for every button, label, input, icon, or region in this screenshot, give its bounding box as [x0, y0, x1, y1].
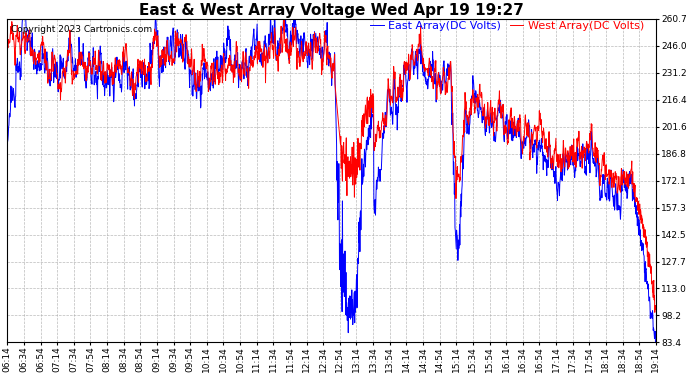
Line: West Array(DC Volts): West Array(DC Volts) [8, 19, 656, 312]
East Array(DC Volts) [19, 17, 27, 21]
East Array(DC Volts) [3, 136, 12, 141]
West Array(DC Volts) [651, 310, 659, 315]
West Array(DC Volts) [633, 196, 642, 201]
East Array(DC Volts) [633, 210, 641, 214]
East Array(DC Volts) [302, 42, 310, 47]
West Array(DC Volts) [279, 17, 288, 21]
West Array(DC Volts) [319, 60, 327, 64]
Line: East Array(DC Volts): East Array(DC Volts) [8, 19, 656, 342]
West Array(DC Volts) [651, 303, 660, 308]
East Array(DC Volts) [319, 59, 327, 64]
Title: East & West Array Voltage Wed Apr 19 19:27: East & West Array Voltage Wed Apr 19 19:… [139, 3, 524, 18]
West Array(DC Volts) [514, 118, 522, 123]
East Array(DC Volts) [633, 224, 642, 228]
West Array(DC Volts) [633, 199, 641, 204]
East Array(DC Volts) [651, 340, 660, 345]
West Array(DC Volts) [3, 36, 12, 41]
East Array(DC Volts) [514, 116, 522, 120]
West Array(DC Volts) [302, 42, 310, 47]
West Array(DC Volts) [37, 48, 45, 53]
East Array(DC Volts) [37, 61, 45, 66]
Text: Copyright 2023 Cartronics.com: Copyright 2023 Cartronics.com [10, 26, 152, 34]
Legend: East Array(DC Volts), West Array(DC Volts): East Array(DC Volts), West Array(DC Volt… [370, 21, 644, 31]
